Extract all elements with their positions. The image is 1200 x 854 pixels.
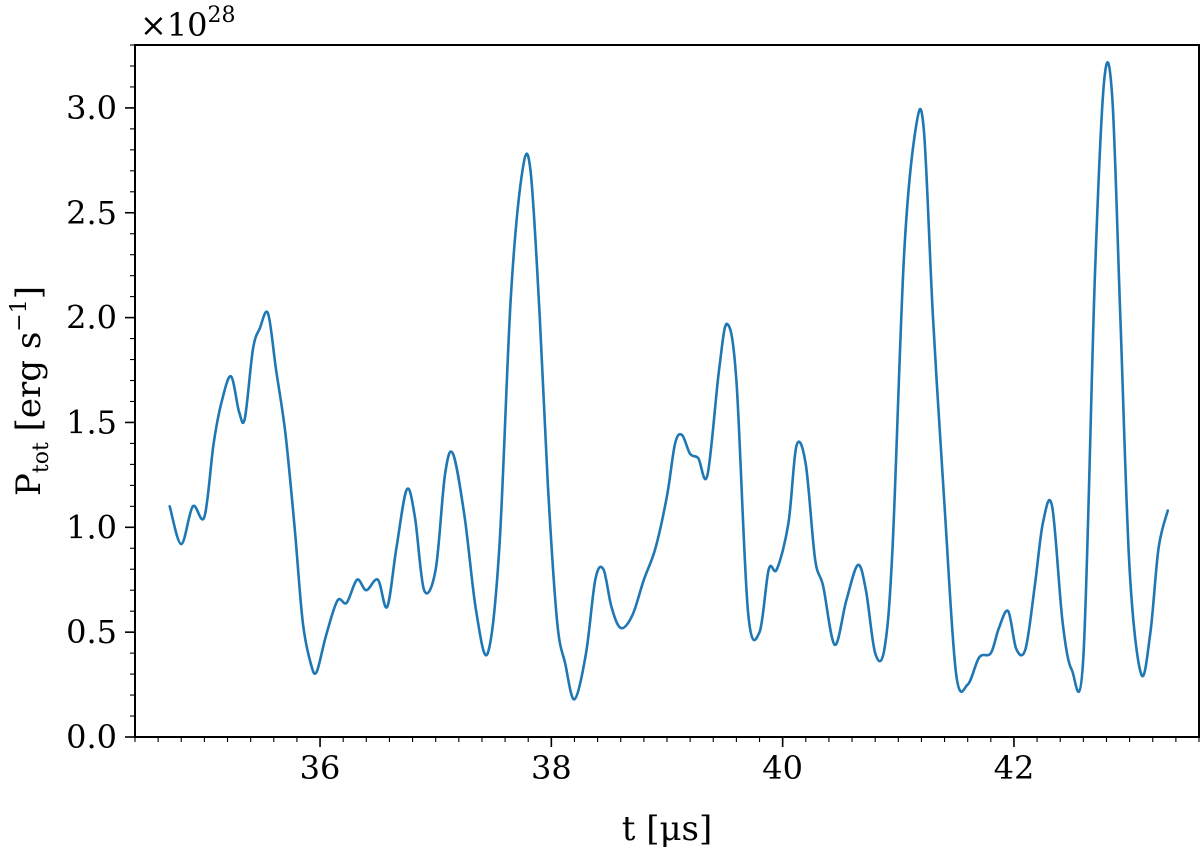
minor-ticks	[130, 44, 1200, 742]
y-multiplier-prefix: ×10	[140, 6, 208, 44]
y-tick-label: 0.0	[66, 718, 117, 756]
plot-frame	[134, 44, 1200, 738]
major-ticks	[125, 107, 1015, 747]
y-multiplier: ×1028	[140, 3, 236, 44]
y-label-close: ]	[9, 286, 49, 299]
x-tick-label: 42	[994, 749, 1035, 787]
y-label-sub: tot	[29, 442, 54, 473]
y-tick-label: 1.5	[66, 403, 117, 441]
tick-labels: 36 38 40 42 0.0 0.5 1.0 1.5 2.0 2.5 3.0	[66, 89, 1034, 787]
y-tick-label: 0.5	[66, 613, 117, 651]
x-tick-label: 36	[300, 749, 341, 787]
series-line	[168, 61, 1170, 701]
x-tick-label: 40	[762, 749, 803, 787]
x-tick-label: 38	[531, 749, 572, 787]
y-tick-label: 2.5	[66, 194, 117, 232]
y-tick-label: 3.0	[66, 89, 117, 127]
y-label-sup: −1	[7, 299, 32, 331]
x-axis-label: t [μs]	[622, 809, 713, 849]
series-layer	[168, 61, 1170, 701]
y-label-rest: [erg s	[9, 332, 49, 442]
y-label-main: P	[9, 473, 49, 496]
y-multiplier-exponent: 28	[208, 3, 236, 28]
y-tick-label: 2.0	[66, 299, 117, 337]
y-axis-label: Ptot [erg s−1]	[7, 286, 54, 496]
y-tick-label: 1.0	[66, 508, 117, 546]
